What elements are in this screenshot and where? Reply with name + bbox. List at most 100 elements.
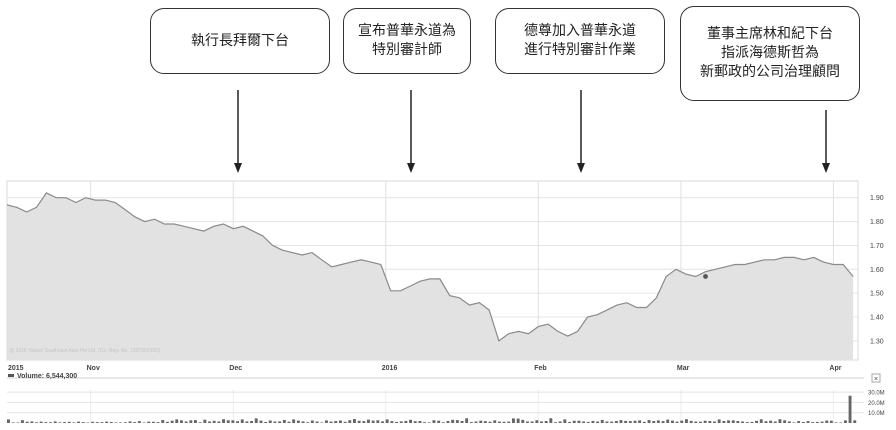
volume-bar <box>544 421 548 423</box>
volume-bar <box>39 421 43 423</box>
volume-bar <box>680 420 684 423</box>
volume-bar <box>853 420 857 423</box>
y-tick-label: 1.90 <box>870 195 884 202</box>
volume-bar <box>133 422 137 423</box>
volume-bar <box>526 421 529 423</box>
volume-bar <box>773 421 777 423</box>
volume-bar <box>642 421 646 423</box>
volume-bar <box>516 418 520 423</box>
volume-bar <box>755 420 758 423</box>
volume-bar <box>376 420 380 423</box>
volume-bar <box>208 421 211 423</box>
volume-bar <box>123 422 127 423</box>
volume-bar <box>829 420 833 423</box>
volume-bar <box>787 421 791 423</box>
annotation-text: 宣布普華永道為 <box>358 23 456 39</box>
volume-bar <box>563 419 567 423</box>
volume-bar <box>114 422 118 423</box>
volume-bar <box>577 420 581 423</box>
volume-bar <box>81 422 85 423</box>
volume-bar <box>236 421 239 423</box>
volume-bar <box>348 420 352 423</box>
volume-bar <box>493 420 497 423</box>
volume-bar <box>535 420 539 423</box>
volume-bar <box>53 421 57 423</box>
volume-bar <box>591 420 595 423</box>
volume-bar <box>619 420 623 423</box>
volume-bar <box>582 421 585 423</box>
volume-bar <box>685 419 688 423</box>
arrow-head <box>822 163 830 173</box>
y-tick-label: 1.50 <box>870 291 884 298</box>
x-tick-label: 2016 <box>382 365 398 372</box>
volume-bar <box>268 420 272 423</box>
volume-bar <box>741 421 744 423</box>
volume-bar <box>671 420 674 423</box>
volume-bar <box>834 422 838 423</box>
volume-bar <box>16 422 20 423</box>
volume-bar <box>278 421 282 423</box>
volume-bar <box>166 421 169 423</box>
volume-bar <box>105 421 109 423</box>
volume-bar <box>250 421 253 423</box>
annotation-text: 指派海德斯哲為 <box>721 45 819 61</box>
volume-bar <box>605 421 609 423</box>
volume-bar <box>58 422 62 423</box>
volume-bar <box>357 420 361 423</box>
volume-bar <box>161 420 165 423</box>
volume-bar <box>759 419 763 423</box>
volume-bar <box>764 421 768 423</box>
volume-bar <box>717 419 721 423</box>
volume-bar <box>498 421 501 423</box>
volume-bar <box>703 420 707 423</box>
volume-bar <box>371 420 375 423</box>
volume-bar <box>521 419 525 423</box>
volume-bar <box>175 419 179 423</box>
volume-bar <box>666 419 670 423</box>
volume-bar <box>409 419 412 423</box>
volume-bar <box>806 421 810 423</box>
volume-bar <box>86 422 90 423</box>
volume-bar <box>614 421 618 423</box>
volume-label: Volume: 6,544,300 <box>17 373 77 380</box>
volume-bar <box>292 419 296 423</box>
volume-bar <box>329 421 333 423</box>
volume-bar <box>540 421 543 423</box>
volume-bar <box>77 421 80 423</box>
volume-bar <box>156 422 160 423</box>
volume-bar <box>460 421 464 423</box>
annotation-text: 新郵政的公司治理顧問 <box>700 64 840 80</box>
volume-tick-label: 10.0M <box>868 411 885 417</box>
y-tick-label: 1.40 <box>870 315 884 322</box>
volume-bar <box>203 419 207 423</box>
volume-bar <box>217 421 221 423</box>
volume-bar <box>11 422 15 423</box>
volume-bar <box>399 421 403 423</box>
copyright-text: @ 2016 Yahoo! Southeast Asia Pte Ltd. (C… <box>9 348 161 354</box>
annotation-text: 特別審計師 <box>372 42 442 58</box>
volume-bar <box>245 421 249 423</box>
volume-bar <box>797 421 801 423</box>
volume-bar <box>301 421 305 423</box>
volume-legend-swatch <box>8 374 14 377</box>
volume-bar <box>628 421 632 423</box>
volume-bar <box>745 422 749 423</box>
volume-bar <box>95 422 99 423</box>
annotation-text: 德尊加入普華永道 <box>524 23 636 39</box>
volume-bar <box>49 422 52 423</box>
volume-bar <box>353 419 356 423</box>
x-tick-label: Nov <box>87 365 100 372</box>
volume-bar <box>259 420 263 423</box>
volume-bar <box>25 421 29 423</box>
annotation-box: 董事主席林和紀下台 指派海德斯哲為 新郵政的公司治理顧問 <box>680 6 860 101</box>
volume-bar <box>441 422 445 423</box>
volume-bar <box>35 422 38 423</box>
volume-bar <box>395 421 398 423</box>
volume-bar <box>727 420 730 423</box>
volume-bar <box>848 395 852 423</box>
volume-bar <box>488 421 492 423</box>
volume-bar <box>736 421 740 423</box>
volume-bar <box>512 418 515 423</box>
annotation-box: 執行長拜爾下台 <box>150 8 330 74</box>
